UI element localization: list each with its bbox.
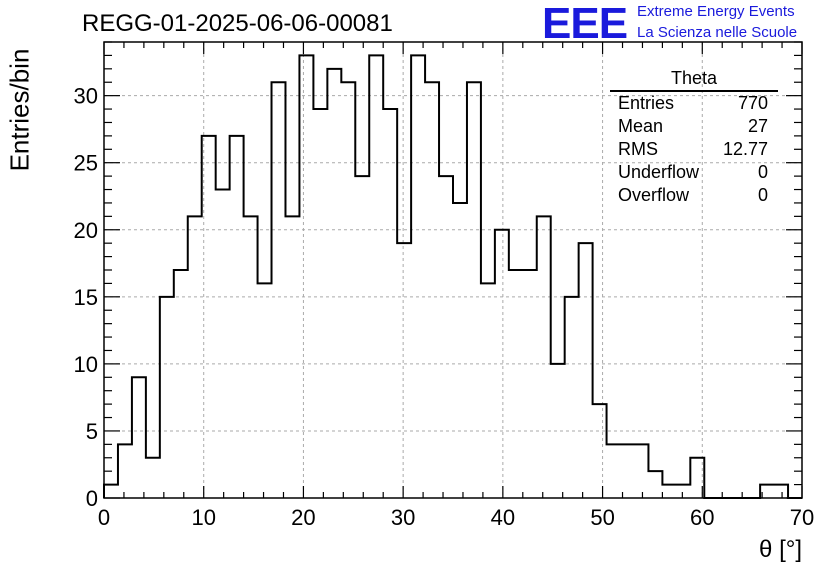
stats-value: 27 [747, 116, 768, 136]
stats-label: Overflow [618, 185, 690, 205]
x-tick-label: 0 [98, 505, 110, 530]
stats-box: Theta Entries 770 Mean 27 RMS 12.77 Underfl… [610, 68, 778, 207]
x-tick-label: 70 [790, 505, 814, 530]
y-tick-label: 10 [74, 352, 98, 377]
x-tick-label: 50 [590, 505, 614, 530]
x-axis-label: θ [°] [759, 536, 802, 563]
stats-value: 12.77 [722, 139, 768, 159]
x-tick-label: 60 [690, 505, 714, 530]
x-tick-labels: 0 10 20 30 40 50 60 70 [98, 505, 814, 530]
y-tick-labels: 0 5 10 15 20 25 30 [74, 84, 98, 511]
stats-row-entries: Entries 770 [610, 92, 778, 115]
stats-row-mean: Mean 27 [610, 115, 778, 138]
run-title: REGG-01-2025-06-06-00081 [82, 10, 393, 37]
x-tick-label: 40 [491, 505, 515, 530]
stats-value: 0 [757, 162, 768, 182]
stats-title: Theta [610, 68, 778, 92]
logo-line-1: Extreme Energy Events [637, 3, 795, 20]
stats-value: 770 [737, 93, 768, 113]
grid-lines [104, 42, 802, 498]
y-tick-label: 30 [74, 84, 98, 109]
x-tick-label: 30 [391, 505, 415, 530]
eee-logo: EEE [542, 0, 628, 48]
stats-label: Underflow [618, 162, 700, 182]
stats-value: 0 [757, 185, 768, 205]
stats-label: Mean [618, 116, 664, 136]
y-tick-label: 20 [74, 218, 98, 243]
y-tick-label: 25 [74, 151, 98, 176]
stats-row-rms: RMS 12.77 [610, 138, 778, 161]
x-tick-label: 20 [291, 505, 315, 530]
stats-label: RMS [618, 139, 658, 159]
y-tick-label: 5 [86, 419, 98, 444]
stats-row-overflow: Overflow 0 [610, 184, 778, 207]
stats-row-underflow: Underflow 0 [610, 161, 778, 184]
histogram-outline [103, 54, 802, 499]
y-tick-label: 15 [74, 285, 98, 310]
y-tick-label: 0 [86, 486, 98, 511]
x-tick-label: 10 [191, 505, 215, 530]
logo-line-2: La Scienza nelle Scuole [637, 24, 798, 41]
y-axis-label: Entries/bin [4, 48, 35, 172]
axis-ticks [103, 41, 803, 499]
stats-label: Entries [618, 93, 675, 113]
